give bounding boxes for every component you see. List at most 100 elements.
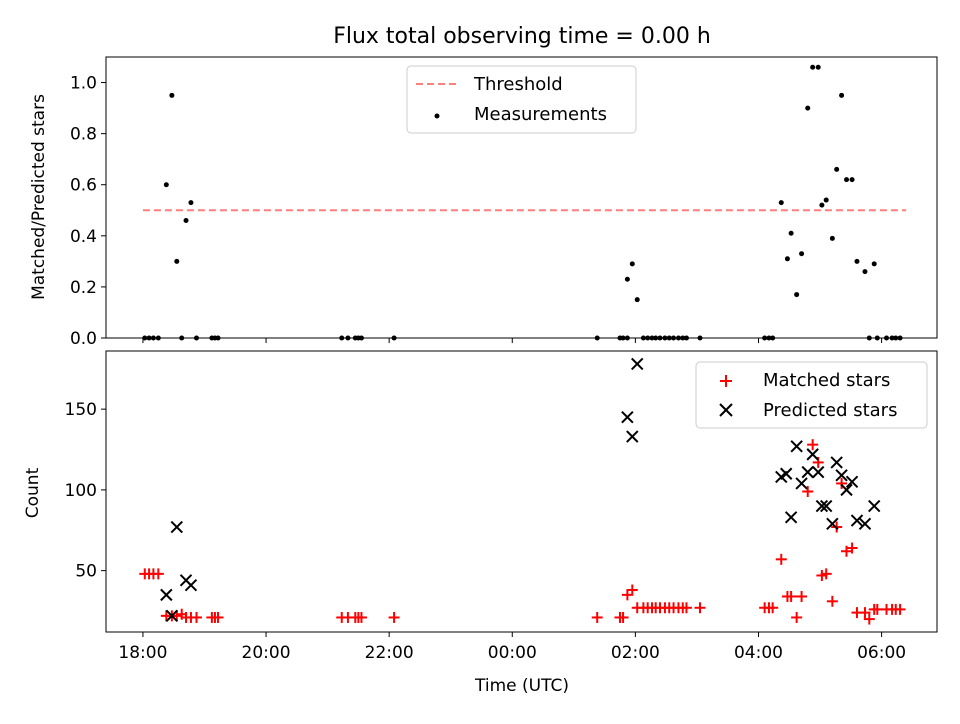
bottom-y-tick-label: 100 [65, 481, 97, 501]
matched-star-point [152, 568, 164, 580]
matched-star-point [836, 477, 848, 489]
top-y-tick-label: 0.2 [70, 278, 97, 298]
measurement-point [844, 177, 850, 183]
measurement-point [788, 230, 794, 236]
bottom-xlabel: Time (UTC) [474, 676, 569, 696]
predicted-star-point [868, 499, 881, 513]
measurement-point [146, 335, 152, 341]
predicted-star-point [165, 609, 179, 623]
measurement-point [893, 335, 899, 341]
predicted-star-point [845, 475, 859, 489]
matched-star-point [863, 613, 875, 625]
matched-star-point [767, 602, 779, 614]
matched-legend-marker [720, 375, 732, 387]
measurement-point [142, 335, 148, 341]
measurement-point [653, 335, 659, 341]
measurement-point [762, 335, 768, 341]
x-tick-label: 06:00 [857, 643, 906, 663]
top-panel: Matched/Predicted stars 0.0 0.2 0.4 0.6 0.8 1… [29, 56, 938, 349]
predicted-star-point [811, 465, 825, 479]
measurements-legend-label: Measurements [474, 104, 607, 125]
measurement-point [829, 235, 835, 241]
predicted-star-point [819, 499, 833, 513]
measurement-point [897, 335, 903, 341]
top-y-tick-label: 1.0 [70, 74, 97, 94]
bottom-legend: Matched stars Predicted stars [695, 361, 928, 429]
measurement-point [683, 335, 689, 341]
measurement-point [866, 335, 872, 341]
predicted-star-point [826, 517, 839, 531]
matched-star-point [807, 439, 819, 451]
measurement-point [155, 335, 161, 341]
measurement-point [391, 335, 397, 341]
matched-star-point [894, 603, 906, 615]
measurement-point [640, 335, 646, 341]
matched-star-point [841, 545, 853, 557]
measurement-point [671, 335, 677, 341]
measurement-point [815, 64, 821, 70]
top-ylabel: Matched/Predicted stars [29, 94, 49, 300]
top-plot-area: 0.0 0.2 0.4 0.6 0.8 1.0 [70, 56, 938, 349]
measurement-point [834, 166, 840, 172]
predicted-star-point [626, 430, 639, 443]
matched-star-point [775, 553, 787, 565]
matched-star-point [826, 595, 838, 607]
measurement-point [805, 105, 811, 111]
predicted-star-point [160, 588, 173, 602]
predicted-star-point [784, 511, 798, 524]
predicted-legend-label: Predicted stars [763, 400, 897, 421]
x-tick-label: 02:00 [611, 643, 660, 663]
matched-star-point [871, 603, 883, 615]
x-tick-label: 04:00 [734, 643, 783, 663]
measurement-point [629, 261, 635, 267]
matched-legend-label: Matched stars [763, 370, 890, 391]
measurement-point [871, 261, 877, 267]
matched-star-point [591, 611, 603, 623]
measurement-point [163, 182, 169, 188]
x-tick-label: 22:00 [365, 643, 414, 663]
measurement-point [784, 256, 790, 262]
matched-star-point [796, 590, 808, 602]
predicted-star-point [790, 440, 803, 453]
predicted-star-point [850, 514, 864, 527]
measurement-point [345, 335, 351, 341]
measurement-point [874, 335, 880, 341]
top-y-tick-label: 0.4 [70, 227, 97, 247]
matched-star-point [355, 611, 367, 623]
predicted-star-point [830, 456, 843, 469]
predicted-star-point [631, 357, 644, 371]
measurement-point [657, 335, 663, 341]
measurement-point [188, 200, 194, 206]
bottom-legend-box [695, 361, 928, 429]
matched-star-point [694, 602, 706, 614]
predicted-star-point [858, 517, 872, 531]
x-tick-label: 00:00 [488, 643, 537, 663]
measurement-point [675, 335, 681, 341]
top-legend: Threshold Measurements [406, 65, 637, 134]
measurement-point [810, 64, 816, 70]
predicted-star-point [779, 467, 793, 480]
threshold-legend-label: Threshold [473, 74, 563, 95]
predicted-star-point [184, 578, 198, 592]
matched-star-point [859, 607, 871, 619]
top-y-tick-label: 0.6 [70, 176, 97, 196]
measurement-point [179, 335, 185, 341]
measurement-point [697, 335, 703, 341]
measurement-point [634, 297, 640, 303]
measurement-point [215, 335, 221, 341]
predicted-star-point [840, 483, 853, 497]
measurement-point [174, 258, 180, 264]
predicted-star-point [795, 477, 808, 490]
top-plot-frame [105, 56, 938, 339]
matched-star-point [212, 611, 224, 623]
measurement-point [819, 202, 825, 208]
bottom-plot-area: 18:00 20:00 22:00 00:00 02:00 04:00 06:00 50 100… [65, 350, 938, 663]
measurement-point [649, 335, 655, 341]
matched-star-point [802, 486, 814, 497]
x-tick-label: 18:00 [118, 643, 167, 663]
measurement-point [594, 335, 600, 341]
predicted-star-point [815, 499, 829, 513]
predicted-star-point [806, 448, 819, 461]
predicted-star-point [170, 520, 183, 534]
measurements-legend-marker [434, 113, 440, 119]
